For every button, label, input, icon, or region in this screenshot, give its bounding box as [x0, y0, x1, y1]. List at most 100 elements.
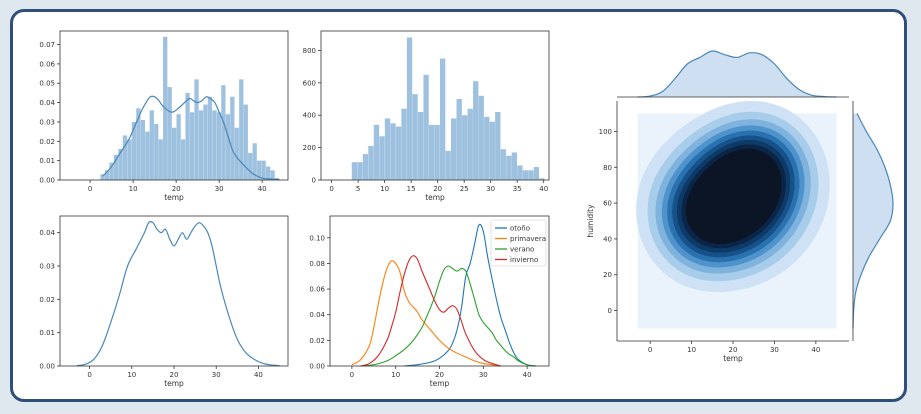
- x-tick-label: 40: [539, 185, 548, 193]
- y-tick-label: 40: [603, 235, 612, 243]
- histogram-bar: [351, 162, 358, 180]
- y-tick-label: 0.03: [39, 263, 55, 271]
- x-tick-label: 40: [258, 185, 267, 193]
- y-tick-label: 0.01: [39, 329, 55, 337]
- hist-kde-density-panel: 0 10 20 30 40 0.00 0.01 0.02 0.03 0.04 0.05 0.06 0.0…: [39, 30, 289, 202]
- histogram-bar: [417, 111, 424, 180]
- x-tick-label: 25: [460, 185, 469, 193]
- x-tick-label: 40: [254, 371, 263, 379]
- marginal-y-fill: [853, 113, 893, 329]
- y-tick-label: 800: [303, 47, 316, 55]
- y-tick-label: 80: [603, 164, 612, 172]
- histogram-bar: [511, 152, 517, 180]
- histogram-bar: [406, 37, 413, 181]
- kde-line: [76, 221, 280, 367]
- histogram-bar: [500, 149, 506, 180]
- histogram-bar: [368, 145, 374, 180]
- x-tick-label: 20: [435, 371, 444, 379]
- x-tick-label: 30: [479, 371, 488, 379]
- histogram-bar: [484, 116, 490, 180]
- y-tick-label: 200: [303, 144, 316, 152]
- histogram-bar: [257, 160, 262, 180]
- histogram-bar: [131, 121, 137, 180]
- histogram-bar: [194, 79, 199, 180]
- x-tick-label: 20: [433, 185, 442, 193]
- series-line-verano: [360, 265, 536, 367]
- legend-label: verano: [510, 246, 534, 254]
- histogram-bar: [118, 149, 123, 180]
- histogram-bar: [154, 123, 159, 180]
- histogram-bar: [100, 174, 105, 180]
- x-tick-label: 40: [811, 346, 820, 354]
- x-tick-label: 30: [215, 185, 224, 193]
- histogram-bar: [517, 165, 523, 180]
- histogram-bar: [522, 170, 529, 180]
- histogram-bar: [140, 120, 145, 180]
- histogram-bar: [467, 108, 473, 180]
- histogram-bar: [225, 114, 230, 180]
- y-tick-label: 100: [599, 128, 612, 136]
- x-tick-label: 10: [380, 185, 389, 193]
- joint-kde-panel: 0 10 20 30 40 0 20 40 60 80 100 temp humidity: [586, 50, 894, 363]
- y-tick-label: 20: [603, 271, 612, 279]
- marginal-x-line: [637, 50, 837, 98]
- y-tick-label: 0.00: [39, 177, 55, 185]
- histogram-bar: [136, 108, 141, 180]
- y-tick-label: 400: [303, 112, 316, 120]
- x-tick-label: 0: [88, 185, 92, 193]
- y-tick-label: 0.06: [39, 60, 55, 68]
- y-tick-label: 0.07: [39, 41, 55, 49]
- histogram-bar: [189, 112, 195, 180]
- histogram-bar: [489, 121, 495, 180]
- histogram-bar: [230, 96, 235, 180]
- x-tick-label: 10: [687, 346, 696, 354]
- marginal-x-fill: [637, 50, 837, 97]
- y-tick-label: 0.02: [39, 138, 55, 146]
- x-tick-label: 10: [391, 371, 400, 379]
- x-tick-label: 20: [172, 185, 181, 193]
- histogram-bar: [528, 170, 534, 180]
- y-tick-label: 0.01: [39, 157, 55, 165]
- histogram-bar: [362, 154, 369, 180]
- x-axis-label: temp: [164, 193, 184, 202]
- histogram-bar: [379, 136, 385, 180]
- histogram-bar: [207, 96, 213, 180]
- histogram-bar: [462, 115, 468, 180]
- x-axis-label: temp: [164, 379, 184, 388]
- x-tick-label: 30: [770, 346, 779, 354]
- histogram-bar: [113, 154, 119, 180]
- histogram-bar: [261, 160, 266, 180]
- histogram-bar: [252, 143, 257, 180]
- histogram-bar: [473, 81, 479, 180]
- y-tick-label: 0.02: [39, 296, 55, 304]
- x-tick-label: 10: [127, 371, 136, 379]
- histogram-bar: [423, 74, 429, 180]
- y-tick-label: 0.10: [309, 234, 325, 242]
- histogram-bar: [212, 110, 217, 180]
- legend-label: primavera: [510, 235, 546, 243]
- x-tick-label: 0: [87, 371, 91, 379]
- legend-label: invierno: [510, 256, 538, 264]
- histogram-bar: [265, 166, 271, 180]
- x-tick-label: 0: [648, 346, 652, 354]
- y-tick-label: 0.04: [309, 311, 325, 319]
- histogram-bar: [478, 95, 484, 180]
- histogram-bar: [127, 139, 132, 180]
- y-tick-label: 0.05: [39, 80, 55, 88]
- series-line-primavera: [351, 260, 501, 367]
- histogram-bar: [239, 79, 244, 180]
- histogram-bar: [451, 118, 457, 180]
- histogram-bar: [428, 124, 435, 180]
- histogram-bar: [104, 170, 110, 180]
- x-tick-label: 20: [170, 371, 179, 379]
- y-tick-label: 0.00: [39, 363, 55, 371]
- histogram-bar: [122, 135, 128, 180]
- kde-line: [102, 95, 280, 181]
- histogram-bar: [439, 58, 446, 180]
- y-tick-label: 0.08: [309, 260, 325, 268]
- x-tick-label: 35: [513, 185, 522, 193]
- histogram-bar: [539, 178, 545, 180]
- histogram-bar: [158, 139, 163, 180]
- histogram-bar: [495, 111, 501, 180]
